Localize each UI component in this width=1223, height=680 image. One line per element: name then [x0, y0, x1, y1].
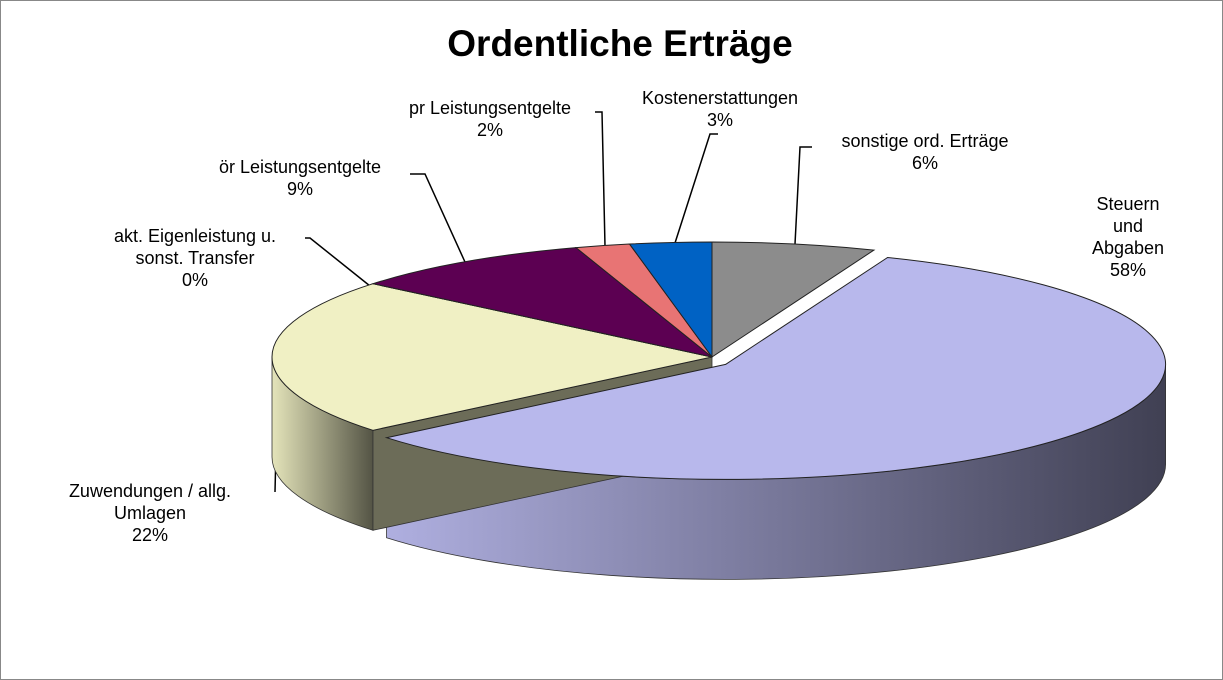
category-label: akt. Eigenleistung u. sonst. Transfer: [113, 226, 277, 268]
value-label: 0%: [181, 270, 209, 290]
value-label: 6%: [911, 153, 938, 173]
slice: [384, 256, 1167, 480]
slice-tops: [271, 241, 1167, 480]
category-label: Steuern und Abgaben: [1091, 194, 1165, 258]
slice-label: Kostenerstattungen 3%: [642, 87, 798, 131]
slice: [711, 241, 876, 358]
category-label: Kostenerstattungen: [641, 88, 799, 108]
value-label: 3%: [706, 110, 733, 130]
slice-label: pr Leistungsentgelte 2%: [409, 97, 571, 141]
leader-line: [410, 173, 466, 263]
chart-title: Ordentliche Erträge: [447, 23, 792, 64]
value-label: 22%: [131, 525, 169, 545]
leader-line: [305, 237, 376, 291]
leader-line: [674, 133, 718, 244]
slice-label: sonstige ord. Erträge 6%: [841, 130, 1008, 174]
category-label: sonstige ord. Erträge: [841, 131, 1009, 151]
leader-line: [595, 111, 606, 247]
slice: [628, 241, 713, 359]
slice-label: Zuwendungen / allg. Umlagen 22%: [69, 480, 231, 546]
category-label: ör Leistungsentgelte: [218, 157, 382, 177]
slice: [371, 247, 713, 358]
slice-label: Steuern und Abgaben 58%: [1081, 193, 1176, 281]
value-label: 2%: [476, 120, 503, 140]
leader-line: [794, 146, 812, 245]
slice-label: akt. Eigenleistung u. sonst. Transfer 0%: [114, 225, 276, 291]
value-label: 58%: [1109, 260, 1147, 280]
slice-label: ör Leistungsentgelte 9%: [219, 156, 381, 200]
category-label: Zuwendungen / allg. Umlagen: [68, 481, 232, 523]
value-label: 9%: [286, 179, 313, 199]
category-label: pr Leistungsentgelte: [408, 98, 572, 118]
slice: [271, 283, 713, 431]
